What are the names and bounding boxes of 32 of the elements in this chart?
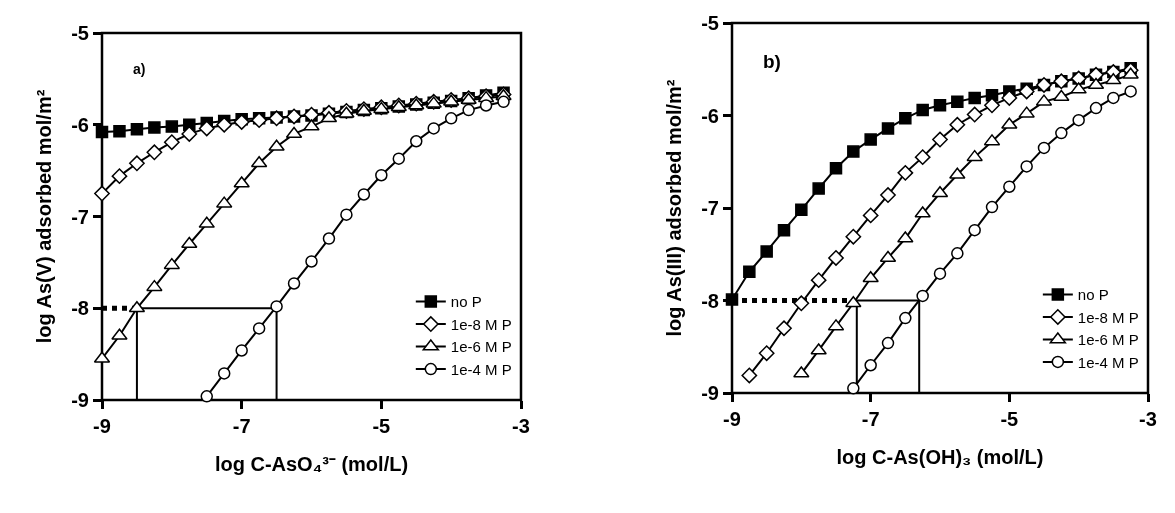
legend-label: 1e-8 M P [1077,308,1139,326]
x-tick-label: -3 [512,415,530,437]
x-tick-label: -9 [93,415,111,437]
legend-label: no P [1077,286,1109,304]
y-tick-label: -8 [71,297,89,320]
y-tick-label: -9 [701,382,719,404]
y-tick-label: -8 [701,289,719,312]
y-tick-label: -6 [701,104,719,127]
x-tick-label: -9 [723,408,741,430]
y-tick-label: -6 [71,113,89,136]
x-tick-label: -7 [232,415,251,437]
x-tick-label: -5 [1000,408,1019,430]
legend-label: 1e-4 M P [1077,353,1139,371]
y-tick-label: -7 [701,197,719,219]
y-tick-label: -5 [701,12,719,34]
y-tick-label: -5 [71,22,89,44]
legend-label: 1e-8 M P [450,315,512,333]
y-tick-label: -9 [71,389,89,411]
legend-label: 1e-6 M P [450,338,512,356]
annotation: a) [133,61,146,77]
y-tick-label: -7 [71,205,89,228]
y-axis-title: log As(V) adsorbed mol/m² [32,89,55,344]
y-axis-title: log As(III) adsorbed mol/m² [662,79,685,337]
x-axis-title: log C-As(OH)₃ (mol/L) [836,445,1044,468]
x-tick-label: -7 [861,408,880,430]
legend-label: 1e-4 M P [450,360,512,378]
x-axis-title: log C-AsO₄³⁻ (mol/L) [214,452,409,475]
legend-label: no P [450,293,482,311]
annotation: b) [763,51,781,72]
x-tick-label: -3 [1139,408,1157,430]
x-tick-label: -5 [372,415,391,437]
legend-label: 1e-6 M P [1077,331,1139,349]
